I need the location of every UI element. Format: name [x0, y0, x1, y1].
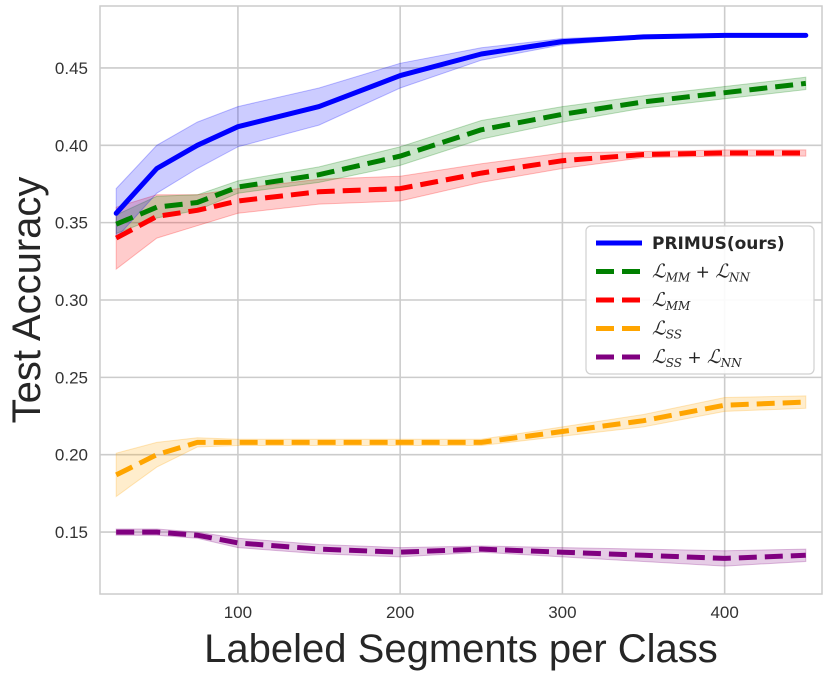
- confidence-band: [115, 149, 807, 271]
- x-tick-label: 200: [386, 603, 414, 622]
- legend-box: [585, 225, 815, 375]
- y-axis-title: Test Accuracy: [5, 177, 49, 424]
- legend-label: PRIMUS(ours): [652, 234, 785, 254]
- y-tick-label: 0.40: [55, 136, 88, 155]
- legend-label: ℒSS: [652, 318, 682, 342]
- series-line: [116, 529, 806, 561]
- grid-lines: [100, 6, 822, 594]
- x-axis-ticks: 100 200 300 400: [224, 603, 739, 622]
- legend: PRIMUS(ours) ℒMM + ℒNN ℒMM ℒSS ℒSS + ℒNN: [585, 225, 815, 375]
- x-tick-label: 400: [710, 603, 738, 622]
- y-tick-label: 0.35: [55, 214, 88, 233]
- series-line: [115, 80, 807, 227]
- y-tick-label: 0.20: [55, 446, 88, 465]
- y-tick-label: 0.45: [55, 59, 88, 78]
- series-lines: [113, 32, 809, 561]
- legend-label: ℒSS + ℒNN: [652, 346, 742, 370]
- x-axis-title: Labeled Segments per Class: [204, 627, 718, 671]
- y-tick-label: 0.30: [55, 291, 88, 310]
- series-line: [113, 32, 809, 216]
- legend-label: ℒMM: [652, 289, 691, 313]
- series-line: [115, 399, 806, 478]
- y-tick-label: 0.25: [55, 368, 88, 387]
- series-line: [115, 150, 806, 241]
- y-axis-ticks: 0.15 0.20 0.25 0.30 0.35 0.40 0.45: [55, 59, 88, 542]
- legend-label: ℒMM + ℒNN: [652, 261, 751, 285]
- x-tick-label: 300: [548, 603, 576, 622]
- y-tick-label: 0.15: [55, 523, 88, 542]
- x-tick-label: 100: [224, 603, 252, 622]
